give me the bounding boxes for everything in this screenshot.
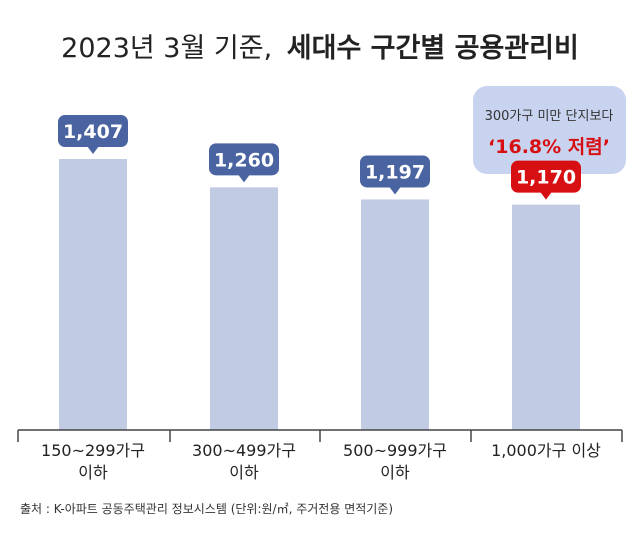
source-note: 출처 : K-아파트 공동주택관리 정보시스템 (단위:원/㎡, 주거전용 면적… bbox=[20, 502, 393, 516]
category-label: 이하 bbox=[229, 463, 259, 482]
value-labels-group: 1,407 1,260 1,197 1,170 bbox=[58, 115, 581, 200]
value-label: 1,197 bbox=[365, 161, 425, 183]
category-label: 300~499가구 bbox=[192, 441, 296, 460]
value-label-box bbox=[58, 115, 128, 147]
value-label-box bbox=[511, 160, 581, 193]
value-label: 1,170 bbox=[516, 167, 576, 189]
bars-group bbox=[59, 159, 580, 430]
bar bbox=[210, 187, 278, 430]
value-label-box bbox=[209, 143, 279, 176]
category-label: 150~299가구 bbox=[41, 441, 145, 460]
callout-line2: ‘16.8% 저렴’ bbox=[488, 136, 610, 158]
chart-title-main: 세대수 구간별 공용관리비 bbox=[287, 33, 579, 64]
bar bbox=[59, 159, 127, 430]
chart-title: 2023년 3월 기준, 세대수 구간별 공용관리비 bbox=[61, 33, 579, 64]
value-label-pointer bbox=[540, 191, 552, 200]
category-label: 1,000가구 이상 bbox=[491, 441, 601, 460]
callout-line1: 300가구 미만 단지보다 bbox=[485, 109, 614, 124]
value-label-pointer bbox=[87, 146, 99, 154]
value-label-pointer bbox=[238, 174, 250, 183]
bar bbox=[361, 199, 429, 430]
bar bbox=[512, 204, 580, 430]
category-label: 이하 bbox=[380, 463, 410, 482]
value-label: 1,260 bbox=[214, 149, 274, 171]
category-label: 이하 bbox=[78, 463, 108, 482]
chart-title-prefix: 2023년 3월 기준, bbox=[61, 33, 272, 64]
value-label-pointer bbox=[389, 186, 401, 195]
value-label: 1,407 bbox=[63, 121, 123, 143]
value-label-box bbox=[360, 155, 430, 188]
category-label: 500~999가구 bbox=[343, 441, 447, 460]
callout-box: 300가구 미만 단지보다 ‘16.8% 저렴’ bbox=[473, 86, 626, 174]
